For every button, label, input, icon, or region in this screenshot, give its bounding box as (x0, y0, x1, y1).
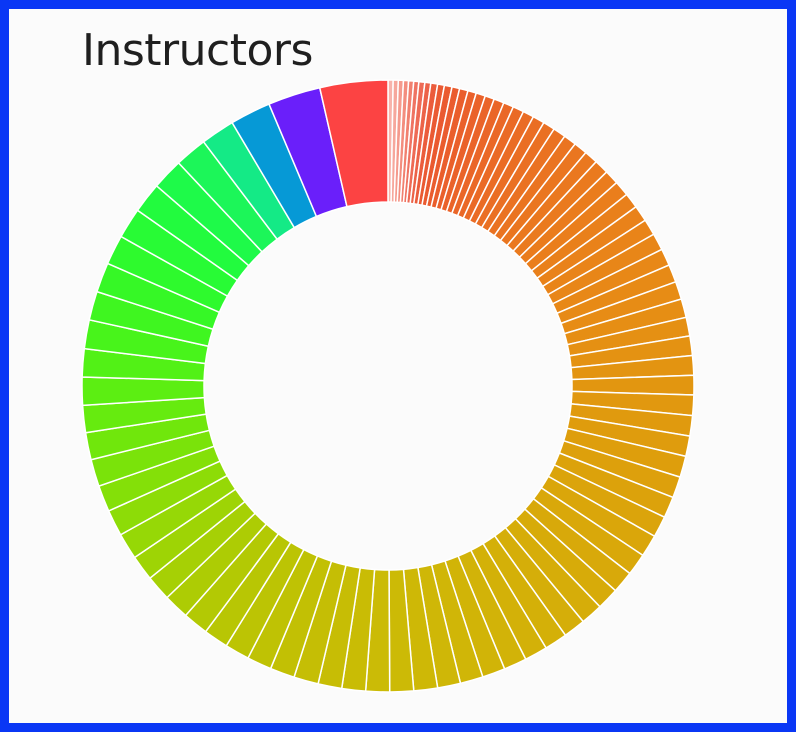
donut-slice-94[interactable] (318, 79, 389, 208)
chart-title: Instructors (82, 25, 313, 76)
